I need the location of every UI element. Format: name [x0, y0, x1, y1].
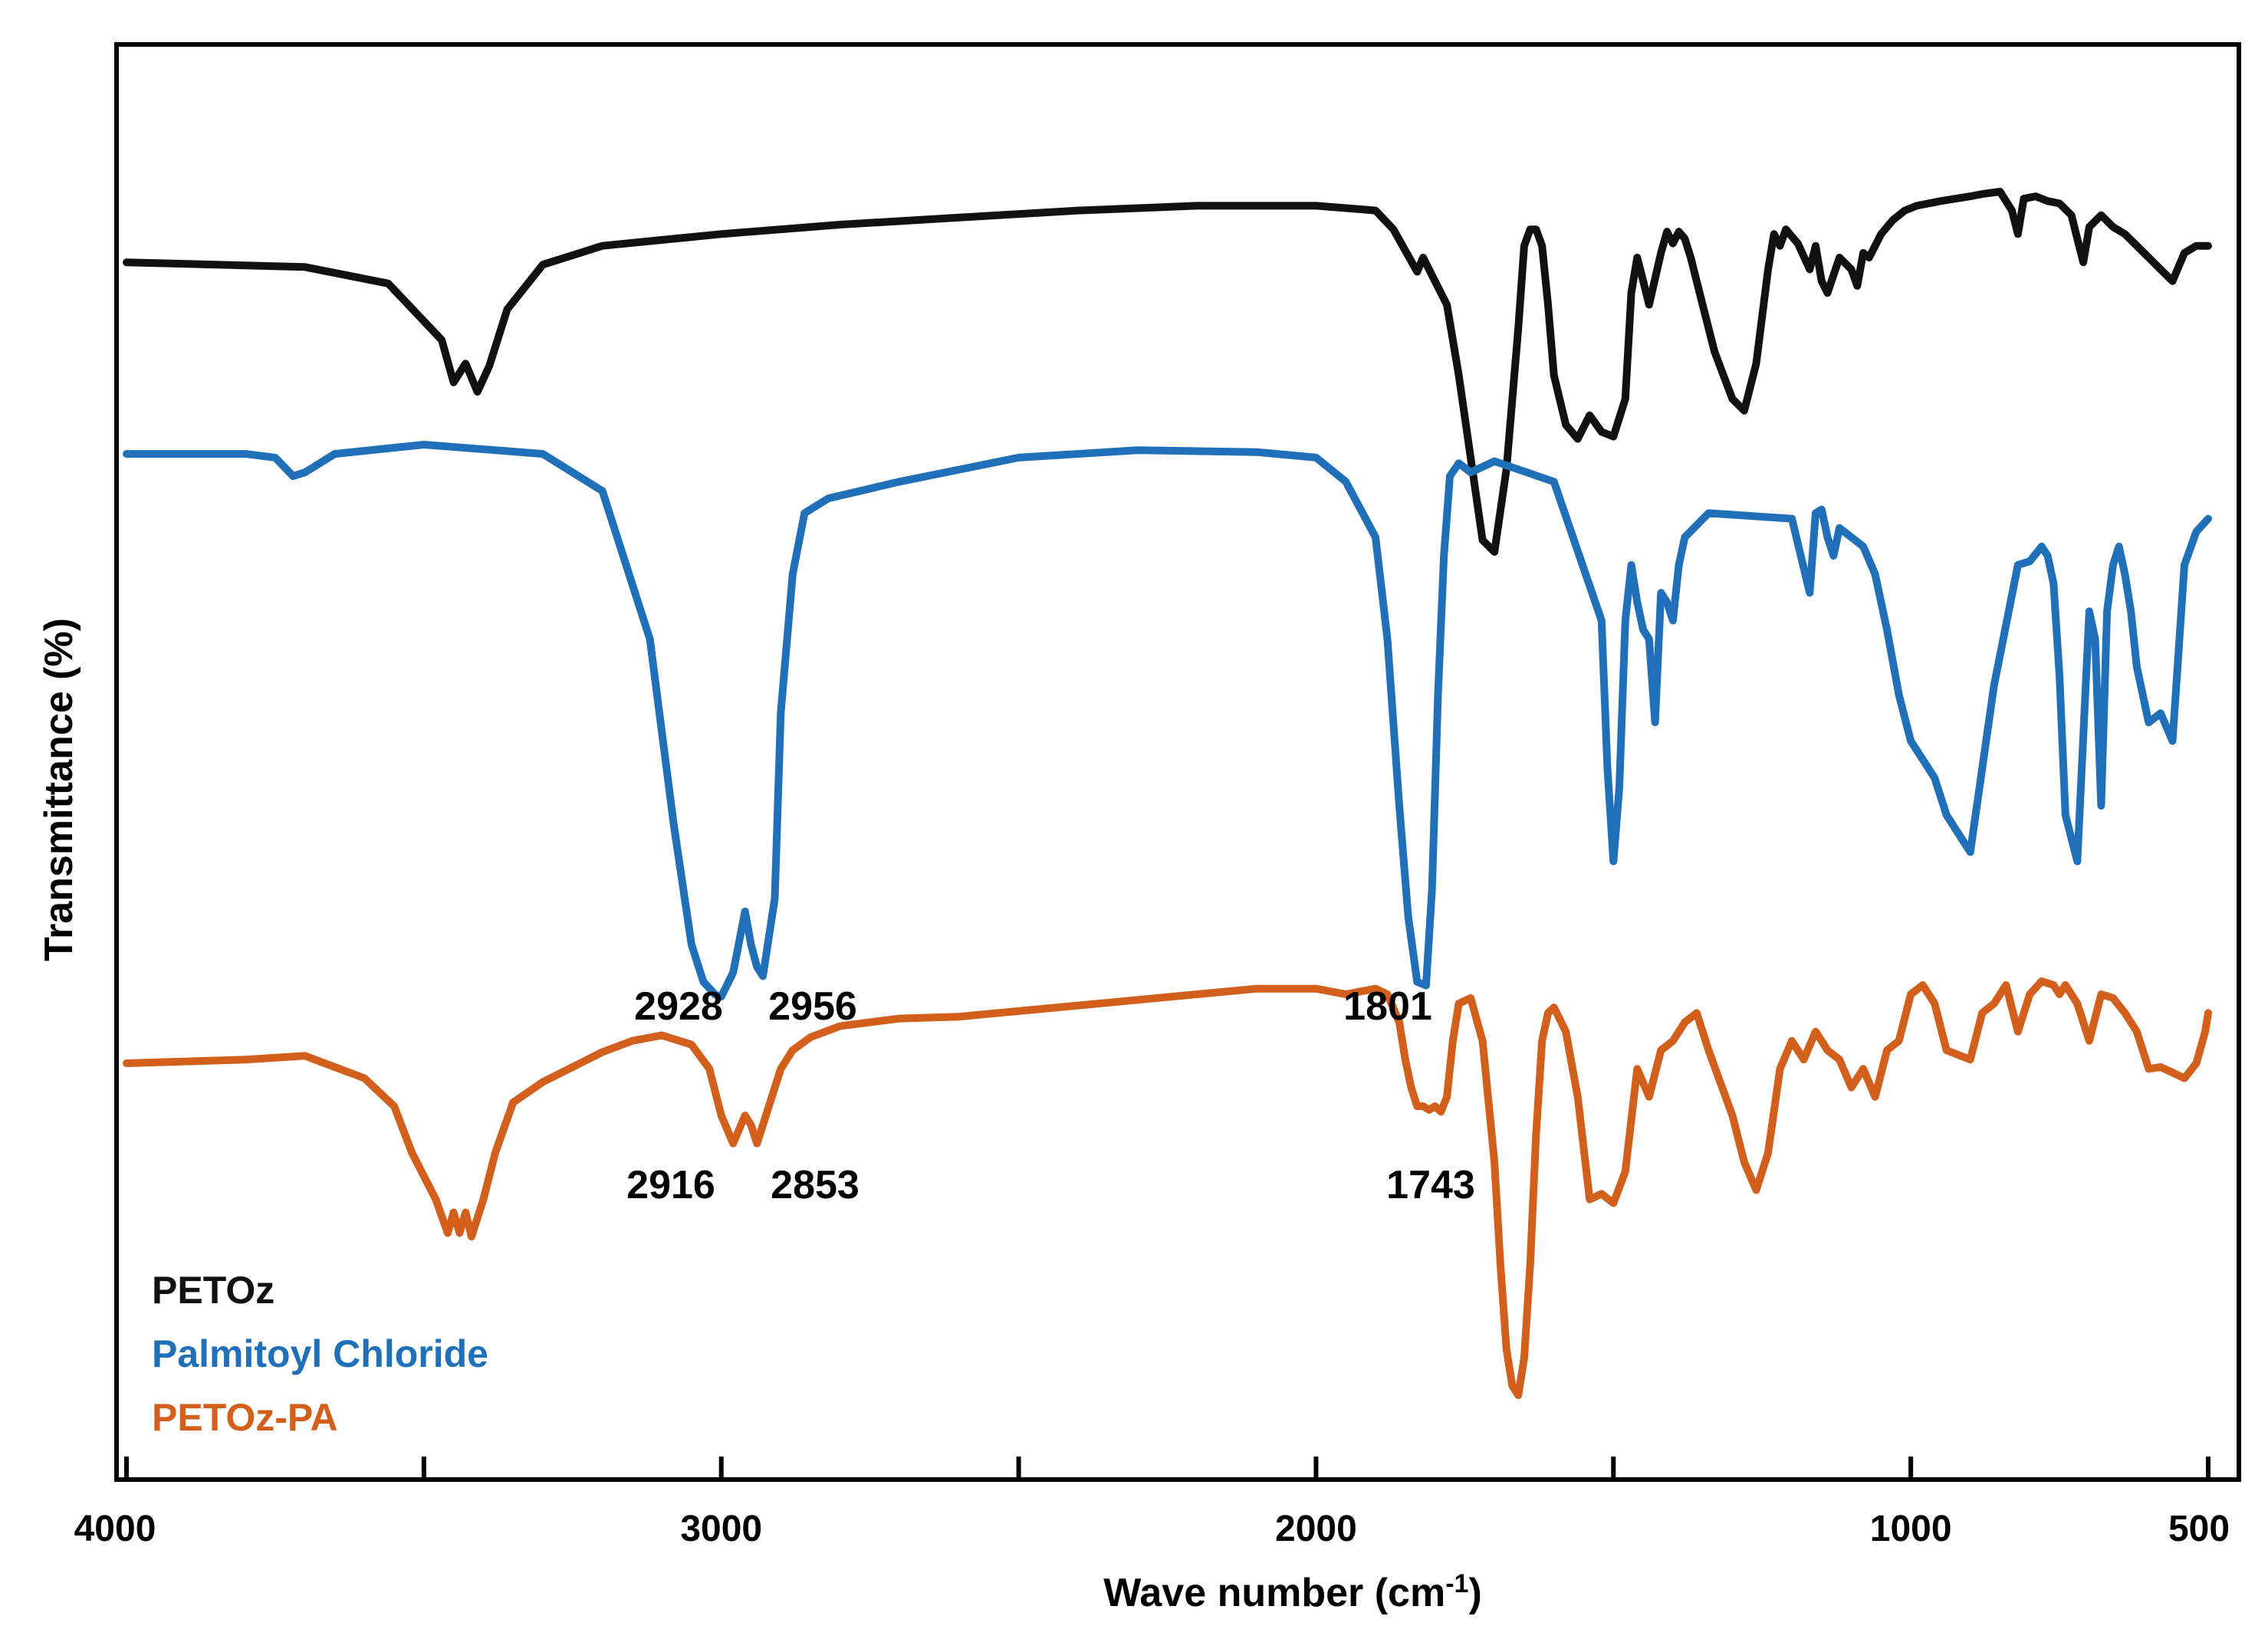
x-tick-label-4000: 4000 — [74, 1509, 156, 1549]
x-tick-label-1000: 1000 — [1870, 1509, 1952, 1549]
series-line-palmitoyl-chloride — [123, 441, 2212, 1000]
annotation-1743: 1743 — [1386, 1163, 1475, 1207]
annotation-2916: 2916 — [626, 1163, 715, 1207]
annotation-1801: 1801 — [1343, 984, 1432, 1029]
legend: PETOz Palmitoyl Chloride PETOz-PA — [152, 1269, 488, 1439]
series-lines — [123, 188, 2212, 1399]
plot-frame — [114, 42, 2241, 1482]
x-tick-label-3000: 3000 — [680, 1509, 762, 1549]
x-tick-label-500: 500 — [2168, 1509, 2230, 1549]
legend-item-palmitoyl-chloride: Palmitoyl Chloride — [152, 1332, 488, 1375]
y-axis-title: Transmittance (%) — [37, 618, 81, 961]
annotation-2928: 2928 — [634, 984, 723, 1029]
x-axis-title: Wave number (cm-1) — [1103, 1569, 1482, 1615]
series-line-petoz — [123, 188, 2212, 556]
x-tick-label-2000: 2000 — [1275, 1509, 1357, 1549]
annotation-2853: 2853 — [771, 1163, 860, 1207]
legend-item-petoz-pa: PETOz-PA — [152, 1396, 338, 1439]
x-axis-tick-labels: 4000 3000 2000 1000 500 — [74, 1509, 2230, 1549]
legend-item-petoz: PETOz — [152, 1269, 274, 1312]
x-axis-ticks — [124, 1457, 2210, 1480]
series-line-petoz-pa — [123, 977, 2212, 1399]
annotation-2956: 2956 — [768, 984, 857, 1029]
